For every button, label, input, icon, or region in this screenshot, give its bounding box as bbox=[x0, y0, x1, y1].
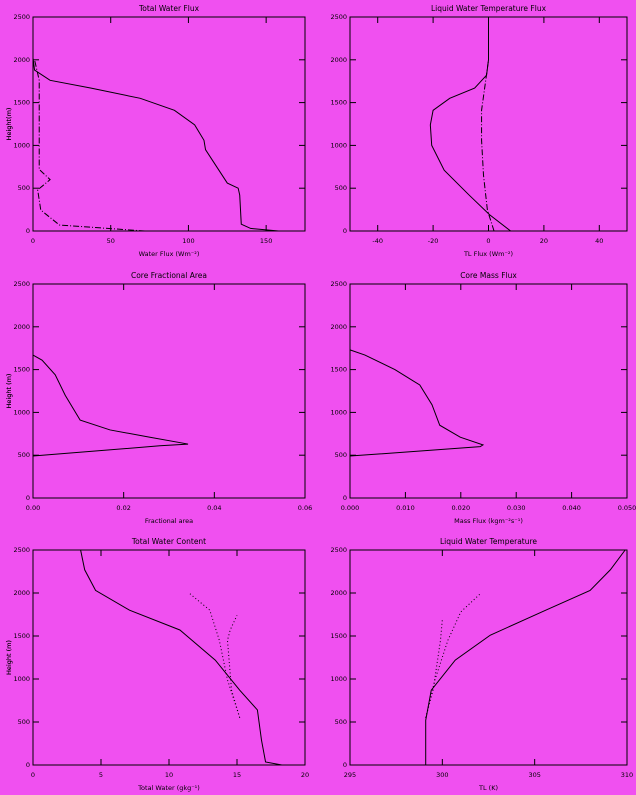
x-axis-label: TL Flux (Wm⁻²) bbox=[463, 250, 513, 258]
y-tick-label: 1500 bbox=[13, 366, 30, 374]
x-tick-label: 20 bbox=[301, 771, 309, 779]
profile-line bbox=[481, 59, 495, 232]
x-axis-label: Total Water (gkg⁻¹) bbox=[137, 784, 200, 792]
y-tick-label: 2500 bbox=[330, 546, 347, 554]
x-tick-label: 20 bbox=[540, 237, 548, 245]
profile-line bbox=[226, 615, 241, 718]
x-axis-label: Water Flux (Wm⁻²) bbox=[139, 250, 200, 258]
y-tick-label: 1000 bbox=[330, 408, 347, 416]
chart-title: Total Water Content bbox=[131, 537, 206, 546]
chart-title: Core Fractional Area bbox=[131, 271, 207, 280]
y-tick-label: 1500 bbox=[330, 99, 347, 107]
y-tick-label: 2000 bbox=[13, 323, 30, 331]
profile-line bbox=[32, 58, 279, 232]
x-tick-label: 40 bbox=[595, 237, 603, 245]
y-tick-label: 1000 bbox=[330, 675, 347, 683]
plot-frame bbox=[32, 283, 306, 499]
profile-line bbox=[429, 17, 511, 232]
profile-line bbox=[390, 549, 626, 766]
chart-title: Liquid Water Temperature Flux bbox=[431, 4, 547, 13]
x-tick-label: 0.030 bbox=[507, 504, 526, 512]
y-tick-label: 500 bbox=[335, 451, 347, 459]
x-tick-label: 0.02 bbox=[116, 504, 130, 512]
y-tick-label: 1000 bbox=[13, 675, 30, 683]
y-tick-label: 2500 bbox=[13, 13, 30, 21]
x-axis-label: Fractional area bbox=[145, 517, 193, 525]
x-tick-label: 0.06 bbox=[298, 504, 312, 512]
y-tick-label: 2000 bbox=[330, 56, 347, 64]
y-tick-label: 1500 bbox=[13, 99, 30, 107]
y-tick-label: 1500 bbox=[13, 632, 30, 640]
x-tick-label: 0.020 bbox=[451, 504, 470, 512]
x-tick-label: 0.040 bbox=[562, 504, 581, 512]
y-axis-label: Height (m) bbox=[5, 374, 13, 409]
y-tick-label: 1000 bbox=[330, 141, 347, 149]
y-tick-label: 2000 bbox=[13, 589, 30, 597]
x-tick-label: 10 bbox=[165, 771, 173, 779]
plot-frame bbox=[349, 549, 628, 766]
y-tick-label: 0 bbox=[343, 494, 347, 502]
x-tick-label: 100 bbox=[182, 237, 194, 245]
x-tick-label: 50 bbox=[107, 237, 115, 245]
x-tick-label: 0 bbox=[31, 771, 35, 779]
y-axis-label: Height(m) bbox=[5, 108, 13, 141]
y-axis-label: Height (m) bbox=[5, 374, 13, 409]
x-tick-label: 0.00 bbox=[26, 504, 40, 512]
x-tick-label: -20 bbox=[428, 237, 439, 245]
y-axis-label: Height (m) bbox=[5, 640, 13, 675]
x-tick-label: 5 bbox=[99, 771, 103, 779]
x-axis-label: Mass Flux (kgm⁻²s⁻¹) bbox=[454, 517, 523, 525]
profile-line bbox=[425, 592, 482, 718]
chart-title: Total Water Flux bbox=[138, 4, 200, 13]
x-tick-label: 0.04 bbox=[207, 504, 221, 512]
profile-line bbox=[425, 619, 443, 718]
y-tick-label: 500 bbox=[18, 184, 30, 192]
y-axis-label: Height (m) bbox=[5, 640, 13, 675]
profile-line bbox=[349, 349, 485, 457]
y-tick-label: 0 bbox=[343, 761, 347, 769]
x-tick-label: 300 bbox=[436, 771, 448, 779]
y-tick-label: 1500 bbox=[330, 632, 347, 640]
x-tick-label: 0.000 bbox=[341, 504, 360, 512]
y-tick-label: 2000 bbox=[13, 56, 30, 64]
chart-title: Core Mass Flux bbox=[460, 271, 517, 280]
x-tick-label: 150 bbox=[260, 237, 272, 245]
y-axis-label: Height(m) bbox=[5, 108, 13, 141]
x-tick-label: 0 bbox=[31, 237, 35, 245]
x-tick-label: 295 bbox=[344, 771, 356, 779]
y-tick-label: 0 bbox=[26, 227, 30, 235]
y-tick-label: 500 bbox=[335, 184, 347, 192]
y-tick-label: 2500 bbox=[13, 546, 30, 554]
y-tick-label: 1500 bbox=[330, 366, 347, 374]
x-tick-label: -40 bbox=[372, 237, 383, 245]
y-tick-label: 1000 bbox=[13, 141, 30, 149]
x-tick-label: 305 bbox=[528, 771, 540, 779]
x-tick-label: 310 bbox=[621, 771, 633, 779]
x-tick-label: 0.010 bbox=[396, 504, 415, 512]
x-tick-label: 0.050 bbox=[618, 504, 636, 512]
y-tick-label: 2500 bbox=[330, 280, 347, 288]
y-tick-label: 1000 bbox=[13, 408, 30, 416]
y-tick-label: 2000 bbox=[330, 589, 347, 597]
y-tick-label: 2500 bbox=[330, 13, 347, 21]
y-tick-label: 500 bbox=[18, 451, 30, 459]
y-tick-label: 500 bbox=[18, 718, 30, 726]
x-axis-label: TL (K) bbox=[478, 784, 498, 792]
y-tick-label: 0 bbox=[26, 761, 30, 769]
plot-frame bbox=[349, 283, 628, 499]
profile-line bbox=[80, 549, 282, 766]
y-tick-label: 0 bbox=[343, 227, 347, 235]
profile-line bbox=[32, 354, 189, 457]
y-tick-label: 500 bbox=[335, 718, 347, 726]
chart-title: Liquid Water Temperature bbox=[440, 537, 537, 546]
y-tick-label: 0 bbox=[26, 494, 30, 502]
x-tick-label: 15 bbox=[233, 771, 241, 779]
y-tick-label: 2000 bbox=[330, 323, 347, 331]
plot-frame bbox=[32, 16, 306, 232]
x-tick-label: 0 bbox=[486, 237, 490, 245]
y-tick-label: 2500 bbox=[13, 280, 30, 288]
